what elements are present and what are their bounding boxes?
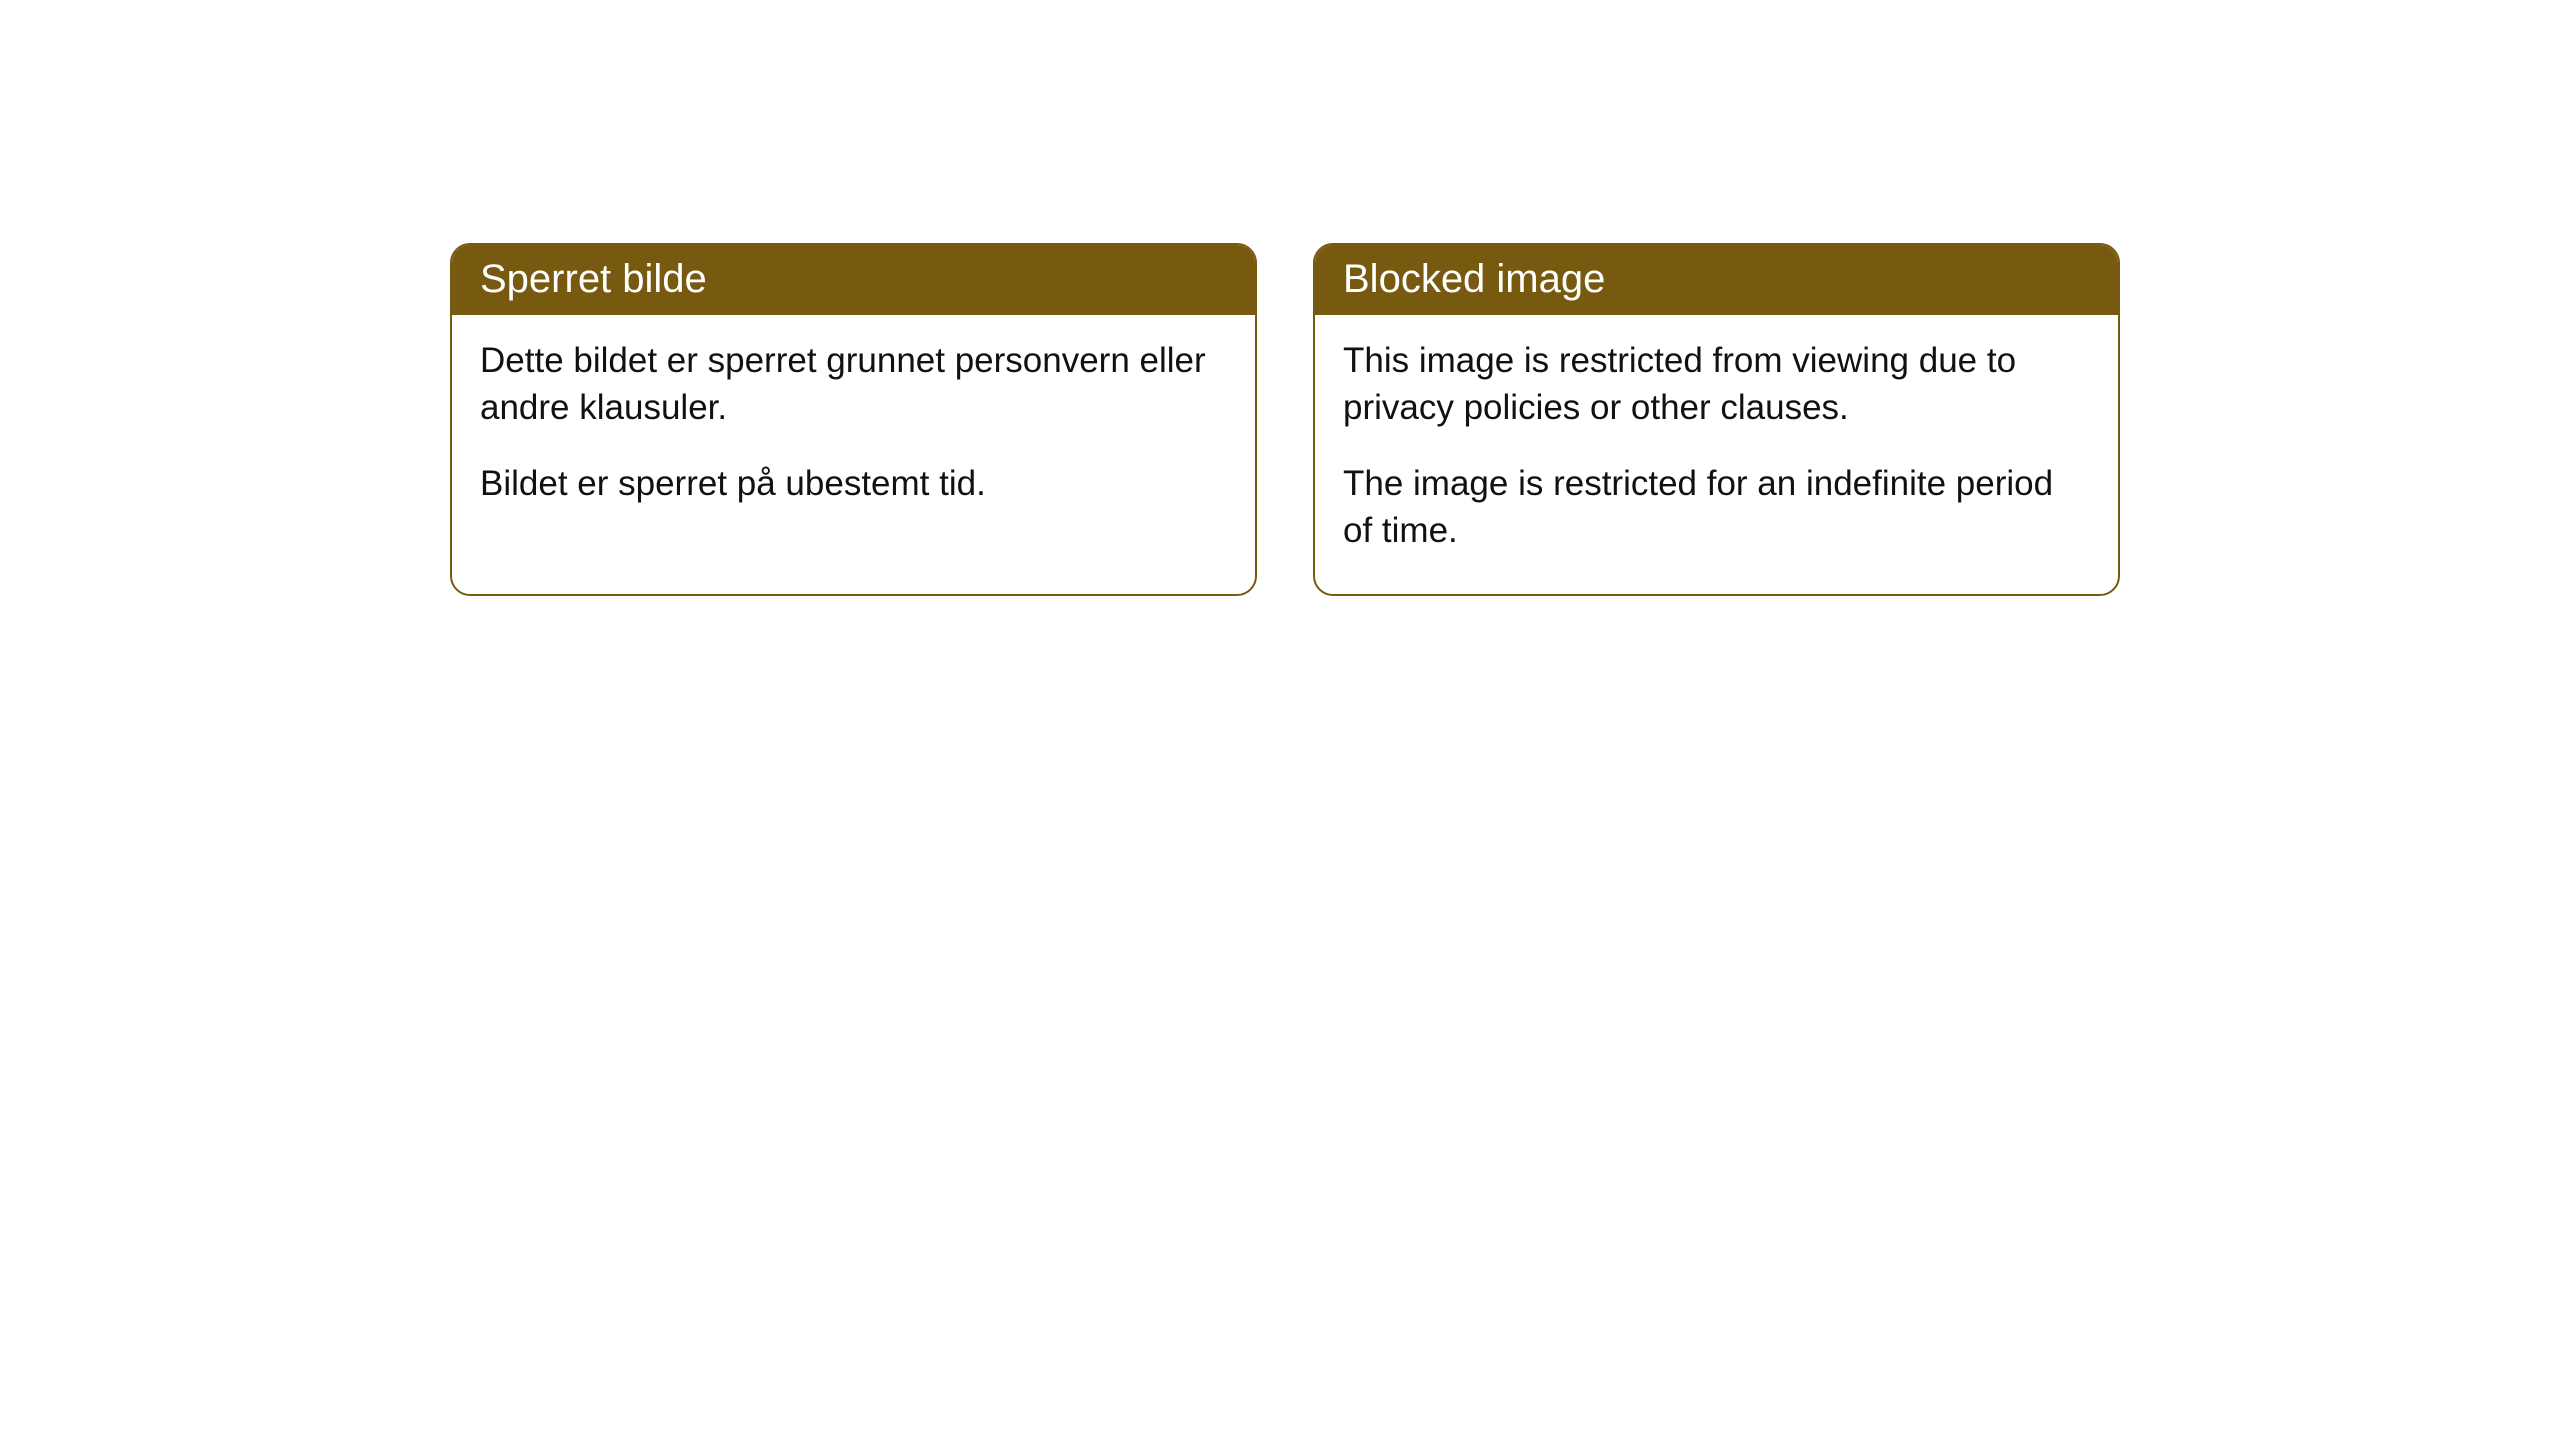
card-header: Blocked image — [1315, 245, 2118, 315]
blocked-image-card-en: Blocked image This image is restricted f… — [1313, 243, 2120, 596]
card-body: Dette bildet er sperret grunnet personve… — [452, 315, 1255, 547]
card-title: Sperret bilde — [480, 257, 707, 301]
card-header: Sperret bilde — [452, 245, 1255, 315]
card-paragraph: The image is restricted for an indefinit… — [1343, 460, 2090, 555]
card-body: This image is restricted from viewing du… — [1315, 315, 2118, 594]
card-paragraph: Bildet er sperret på ubestemt tid. — [480, 460, 1227, 507]
notice-container: Sperret bilde Dette bildet er sperret gr… — [0, 0, 2560, 596]
card-title: Blocked image — [1343, 257, 1605, 301]
blocked-image-card-no: Sperret bilde Dette bildet er sperret gr… — [450, 243, 1257, 596]
card-paragraph: Dette bildet er sperret grunnet personve… — [480, 337, 1227, 432]
card-paragraph: This image is restricted from viewing du… — [1343, 337, 2090, 432]
